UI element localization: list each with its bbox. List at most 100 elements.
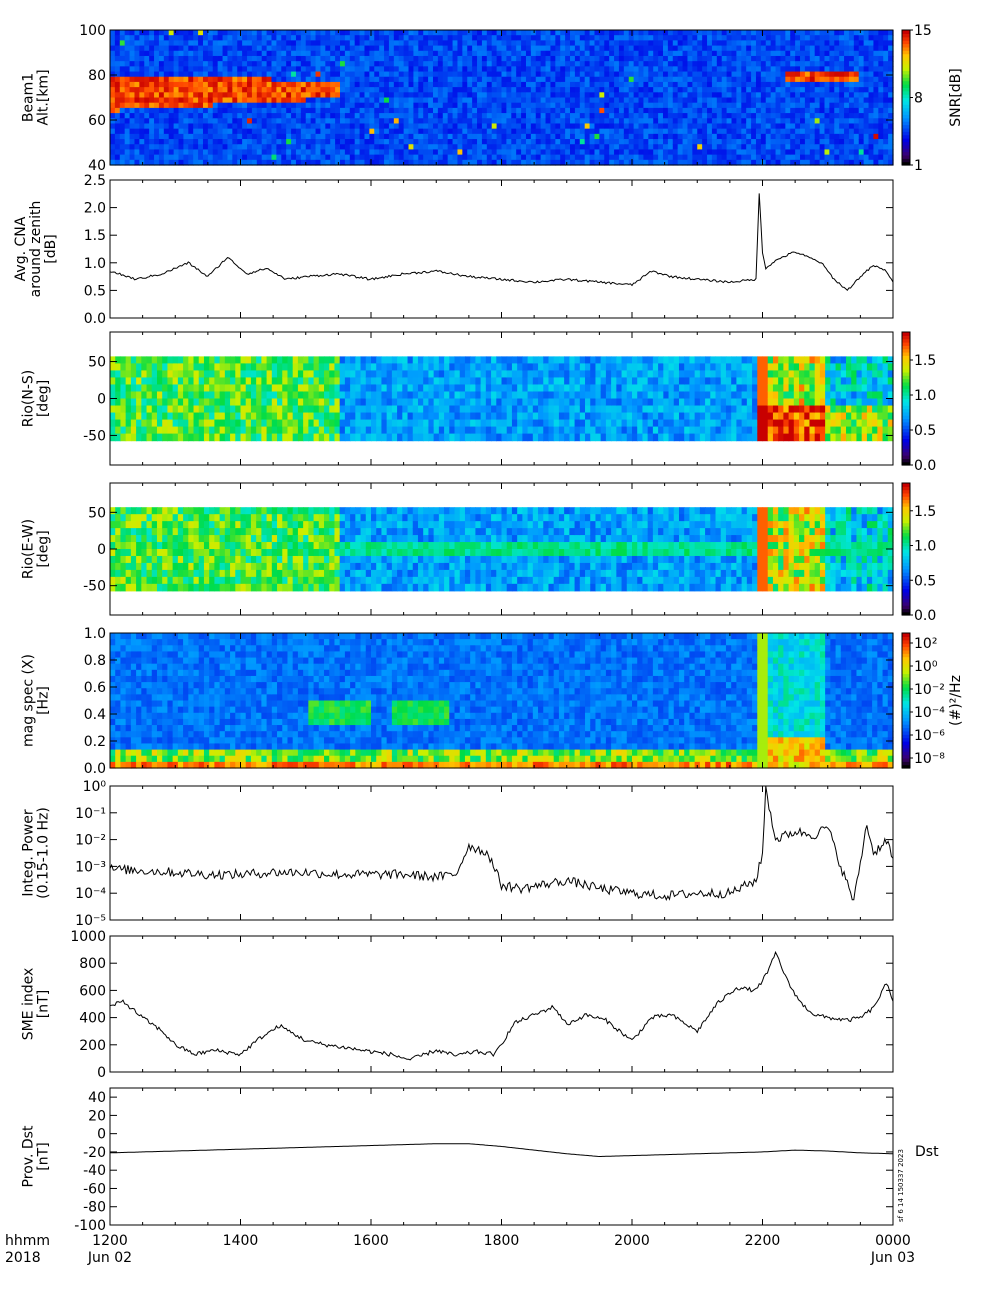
colorbar-tick-label: 10⁰ [914,659,938,675]
y-axis-label: Rio(E-W) [21,519,37,579]
series-line [109,786,894,901]
y-axis-label: [nT] [36,990,52,1018]
y-tick-label: 1.5 [84,228,106,244]
y-axis-label: Integ. Power [21,809,37,896]
heatmap-cells [110,30,894,166]
y-tick-label: 10⁰ [83,779,107,795]
y-axis-label: around zenith [28,201,44,298]
colorbar-tick-label: 10⁻² [914,682,945,698]
colorbar-tick-label: 1.5 [914,353,936,369]
y-tick-label: 10⁻² [75,833,106,849]
y-tick-label: -80 [83,1200,106,1216]
heatmap-cells [110,507,894,592]
colorbar-tick-label: 0.5 [914,423,936,439]
y-tick-label: 0 [97,1127,106,1143]
colorbar-label: (#)²/Hz [948,675,964,726]
panel-6: 10⁻⁵ 10⁻⁴ 10⁻³ 10⁻² 10⁻¹ 10⁰ Integ. Power (0.15… [21,779,894,929]
colorbar-tick-label: 1 [914,158,923,174]
y-tick-label: -40 [83,1163,106,1179]
colorbar-tick-label: 1.5 [914,504,936,520]
footer-stamp: sf 6 14 150337 2023 [897,1149,905,1222]
y-axis-label: [Hz] [36,686,52,715]
x-tick-label: 0000 [875,1233,911,1249]
series-line [109,193,894,292]
y-axis-label: [deg] [36,380,52,417]
panel-5: 0.0 0.2 0.4 0.6 0.8 1.0 mag spec (X) [Hz] 10² 10⁰… [21,626,965,777]
y-tick-label: 40 [88,1090,106,1106]
y-tick-label: 10⁻³ [75,859,106,875]
y-tick-label: 0 [97,392,106,408]
y-tick-label: -100 [74,1218,106,1234]
y-tick-label: 1.0 [84,626,106,642]
y-axis-label: [deg] [36,530,52,567]
colorbar-tick-label: 1.0 [914,539,936,555]
y-tick-label: 1000 [70,929,106,945]
y-tick-label: 80 [88,68,106,84]
y-axis-label: mag spec (X) [21,654,37,747]
y-tick-label: 50 [88,355,106,371]
y-tick-label: 40 [88,158,106,174]
y-tick-label: 2.5 [84,173,106,189]
y-axis-label: Avg. CNA [13,216,29,281]
y-tick-label: 0.0 [84,311,106,327]
y-tick-label: 0 [97,542,106,558]
x-tick-label: 1400 [223,1233,259,1249]
panel-7: 0 200 400 600 800 1000 SME index [nT] [21,929,894,1081]
y-tick-label: 20 [88,1108,106,1124]
y-axis-label: SME index [21,968,37,1041]
y-tick-label: 600 [79,983,106,999]
y-tick-label: 400 [79,1011,106,1027]
y-tick-label: 2.0 [84,201,106,217]
y-axis-label: Prov. Dst [21,1125,37,1187]
x-tick-label: 1200 [92,1233,128,1249]
y-tick-label: 60 [88,113,106,129]
end-date-label: Jun 03 [870,1250,915,1266]
colorbar-tick-label: 0.0 [914,608,936,624]
y-tick-label: 1.0 [84,256,106,272]
year-label: 2018 [5,1250,41,1266]
y-tick-label: 50 [88,505,106,521]
y-axis-label: [nT] [36,1142,52,1170]
y-axis-label: Beam1 [21,73,37,122]
y-tick-label: -60 [83,1181,106,1197]
panel-1: 40 60 80 100 Beam1 Alt.[km] 1 8 15 SNR[dB] [21,23,965,174]
x-tick-label: 1600 [353,1233,389,1249]
panel-2: 0.0 0.5 1.0 1.5 2.0 2.5 Avg. CNA around zenith[… [13,173,894,327]
panel-3: -50 0 50 Rio(N-S) [deg] 0.0 0.5 1.0 1.5 [21,331,936,474]
y-tick-label: 0.6 [84,680,106,696]
y-tick-label: 0.4 [84,707,106,723]
x-tick-label: 2200 [745,1233,781,1249]
x-tick-label: 1800 [484,1233,520,1249]
colorbar-tick-label: 0.0 [914,458,936,474]
series-line [109,950,894,1061]
heatmap-cells [110,633,894,769]
y-tick-label: -20 [83,1145,106,1161]
y-axis-label: Alt.[km] [36,69,52,125]
y-tick-label: 10⁻⁴ [75,886,106,902]
y-axis-label: [dB] [43,234,59,263]
y-tick-label: 10⁻¹ [75,806,106,822]
colorbar-tick-label: 10² [914,636,937,652]
y-tick-label: -50 [83,579,106,595]
colorbar-tick-label: 10⁻⁴ [914,705,945,721]
series-label-dst: Dst [915,1144,939,1160]
y-axis-label: (0.15-1.0 Hz) [36,807,52,899]
y-axis-label: Rio(N-S) [21,370,37,428]
y-tick-label: 0 [97,1065,106,1081]
start-date-label: Jun 02 [87,1250,132,1266]
colorbar-tick-label: 10⁻⁸ [914,751,945,767]
colorbar-label: SNR[dB] [948,68,964,127]
time-row-label: hhmm [5,1233,50,1249]
y-tick-label: 200 [79,1038,106,1054]
y-tick-label: 0.5 [84,283,106,299]
colorbar-tick-label: 8 [914,91,923,107]
x-tick-label: 2000 [614,1233,650,1249]
colorbar-tick-label: 0.5 [914,573,936,589]
panel-8: -100 -80 -60 -40 -20 0 20 40 Prov. Dst [nT] Dst sf … [21,1087,939,1234]
colorbar-tick-label: 1.0 [914,388,936,404]
y-tick-label: 10⁻⁵ [75,913,106,929]
panel-4: -50 0 50 Rio(E-W) [deg] 0.0 0.5 1.0 1.5 [21,482,936,624]
y-tick-label: 0.8 [84,653,106,669]
